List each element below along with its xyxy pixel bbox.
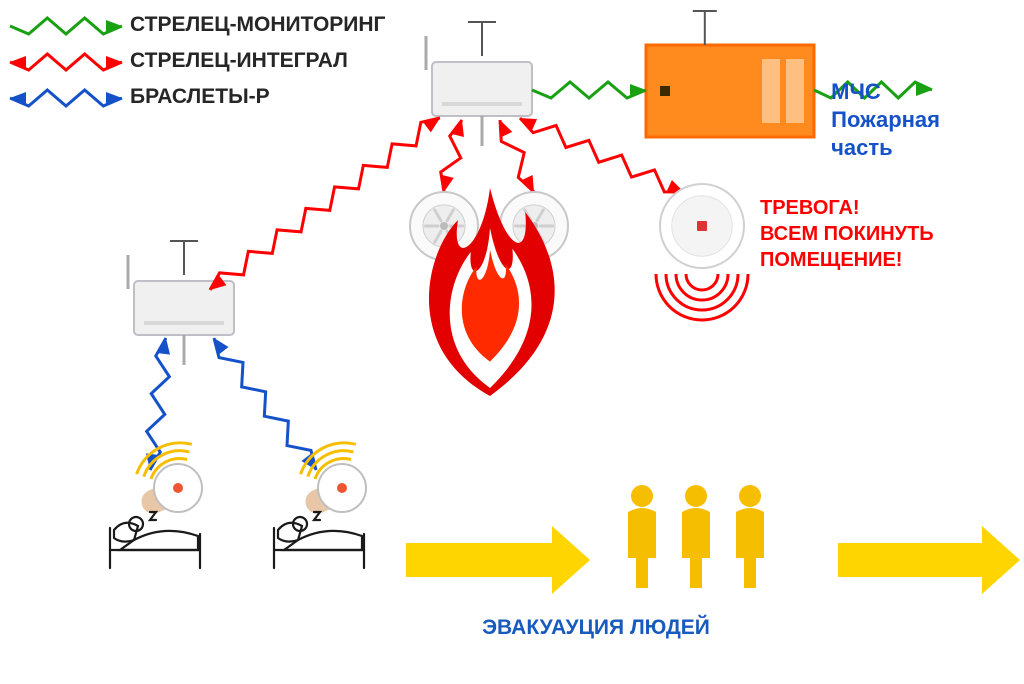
speaker-icon (656, 184, 748, 320)
person-1 (682, 485, 710, 588)
hub-top (426, 22, 532, 146)
legend-item-1: СТРЕЛЕЦ-ИНТЕГРАЛ (130, 49, 348, 73)
bed-0 (110, 512, 200, 568)
evac-arrow-1 (838, 543, 982, 577)
alarm-label: ТРЕВОГА!ВСЕМ ПОКИНУТЬПОМЕЩЕНИЕ! (760, 195, 934, 273)
bed-1 (274, 512, 364, 568)
legend-item-2: БРАСЛЕТЫ-Р (130, 85, 270, 109)
evacuation-label: ЭВАКУАУЦИЯ ЛЮДЕЙ (482, 616, 710, 640)
evac-arrow-0 (406, 543, 552, 577)
mchs-label: МЧСПожарнаячасть (831, 78, 940, 162)
legend-item-0: СТРЕЛЕЦ-МОНИТОРИНГ (130, 13, 385, 37)
person-2 (736, 485, 764, 588)
person-0 (628, 485, 656, 588)
